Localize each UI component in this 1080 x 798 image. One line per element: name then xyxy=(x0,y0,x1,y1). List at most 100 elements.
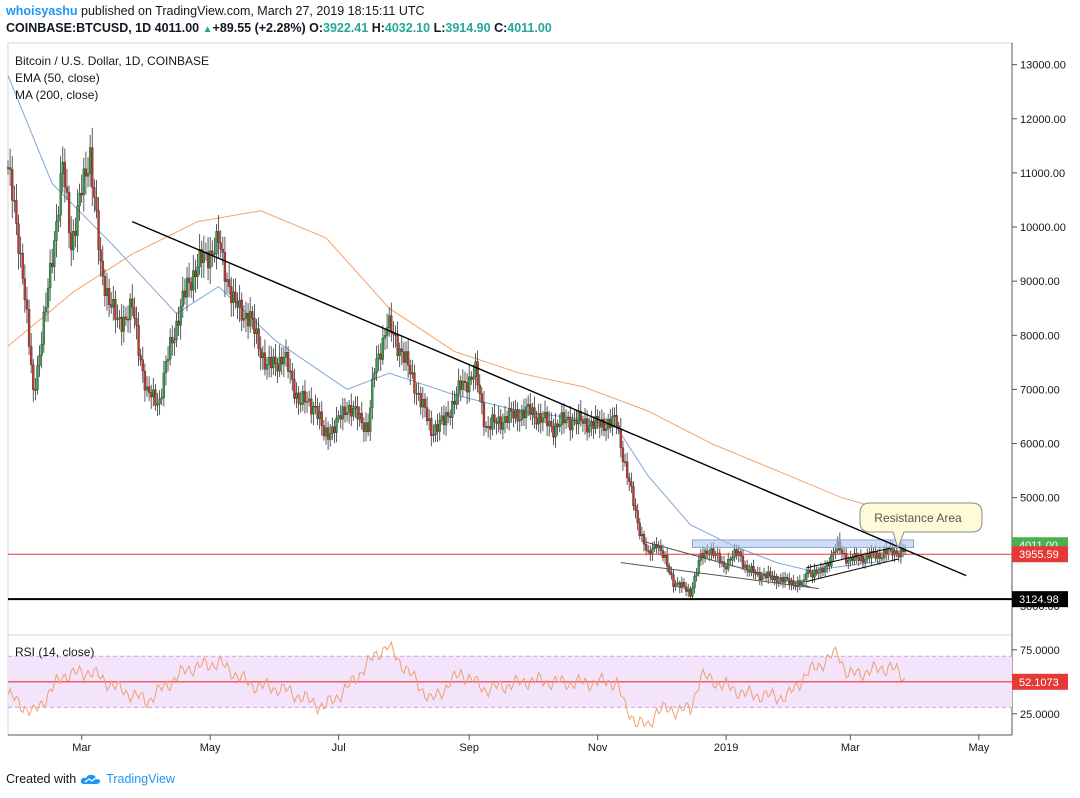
author-link[interactable]: whoisyashu xyxy=(6,4,78,18)
candle-down xyxy=(219,242,222,250)
candle-down xyxy=(120,317,123,332)
candle-down xyxy=(619,428,622,448)
candle-up xyxy=(72,231,75,251)
candle-up xyxy=(272,356,275,369)
candle-down xyxy=(362,422,366,432)
x-tick-label: May xyxy=(968,742,989,754)
candle-up xyxy=(352,408,355,417)
candle-down xyxy=(459,380,462,390)
y-tick-label: 9000.00 xyxy=(1020,276,1060,288)
candle-down xyxy=(99,249,102,262)
ema-legend: EMA (50, close) xyxy=(15,71,100,85)
candle-up xyxy=(451,401,454,418)
candle-up xyxy=(198,249,201,268)
candle-down xyxy=(402,351,406,363)
candle-up xyxy=(381,337,385,360)
candle-down xyxy=(223,252,227,282)
candle-down xyxy=(17,223,20,254)
candle-down xyxy=(632,486,635,507)
candle-down xyxy=(110,304,113,308)
candle-down xyxy=(274,356,277,364)
candle-up xyxy=(173,339,176,344)
candle-up xyxy=(444,412,448,426)
candle-up xyxy=(807,569,810,574)
candle-down xyxy=(638,522,641,537)
candle-up xyxy=(373,372,376,380)
candle-down xyxy=(396,335,399,356)
candle-down xyxy=(103,275,107,296)
candle-up xyxy=(880,557,884,560)
candle-down xyxy=(522,409,526,419)
candle-down xyxy=(32,364,35,390)
candle-down xyxy=(63,161,67,188)
candle-up xyxy=(693,575,696,589)
candle-down xyxy=(8,167,12,170)
candle-down xyxy=(227,279,231,287)
candles[interactable] xyxy=(6,127,907,601)
candle-up xyxy=(152,389,155,398)
candle-down xyxy=(390,315,393,333)
candle-up xyxy=(438,419,441,432)
y-tick-label: 10000.00 xyxy=(1020,222,1066,234)
candle-up xyxy=(564,419,568,424)
candle-up xyxy=(78,192,81,207)
candle-up xyxy=(826,563,829,567)
candle-up xyxy=(508,408,511,423)
candle-down xyxy=(874,552,877,559)
candle-up xyxy=(524,406,528,419)
candle-up xyxy=(331,426,334,434)
candle-up xyxy=(520,409,523,421)
candle-up xyxy=(474,361,477,378)
candle-down xyxy=(644,544,648,551)
candle-down xyxy=(493,414,496,422)
candle-down xyxy=(512,411,515,419)
candle-up xyxy=(341,406,344,420)
candle-down xyxy=(729,559,732,561)
candle-up xyxy=(548,421,551,427)
candle-down xyxy=(861,555,865,563)
candle-down xyxy=(423,399,427,408)
drawings[interactable] xyxy=(8,220,1012,601)
candle-up xyxy=(175,320,178,341)
candle-up xyxy=(156,403,159,406)
resistance-callout[interactable]: Resistance Area xyxy=(859,502,983,550)
candle-up xyxy=(404,351,408,363)
candle-up xyxy=(40,344,43,356)
symbol-label: COINBASE:BTCUSD, 1D xyxy=(6,21,152,35)
candle-down xyxy=(15,200,18,224)
candle-up xyxy=(687,588,690,592)
candle-up xyxy=(887,549,890,555)
candle-up xyxy=(594,416,597,429)
candle-down xyxy=(682,582,686,587)
candle-down xyxy=(828,563,831,567)
candle-down xyxy=(647,550,650,552)
candle-down xyxy=(505,416,509,423)
candle-down xyxy=(642,533,646,545)
candle-down xyxy=(150,392,153,398)
candle-down xyxy=(65,186,69,193)
candle-down xyxy=(672,574,675,587)
candle-down xyxy=(316,405,319,419)
candle-down xyxy=(141,359,144,372)
candle-down xyxy=(51,263,54,267)
candle-down xyxy=(855,553,858,558)
candle-down xyxy=(114,299,117,320)
candle-up xyxy=(411,372,414,375)
candle-down xyxy=(585,418,589,433)
candle-down xyxy=(291,370,294,380)
high-value: 4032.10 xyxy=(384,21,431,35)
candle-down xyxy=(754,572,757,575)
close-label: C: xyxy=(494,21,508,35)
candle-down xyxy=(516,409,519,422)
candle-up xyxy=(244,313,248,319)
tradingview-link[interactable]: TradingView xyxy=(106,772,175,786)
candle-down xyxy=(13,200,16,202)
candle-up xyxy=(265,364,269,370)
candle-up xyxy=(213,253,216,256)
low-label: L: xyxy=(433,21,446,35)
candle-up xyxy=(697,560,700,574)
candle-up xyxy=(19,252,22,255)
resistance-zone xyxy=(691,539,915,548)
candle-up xyxy=(388,315,391,328)
